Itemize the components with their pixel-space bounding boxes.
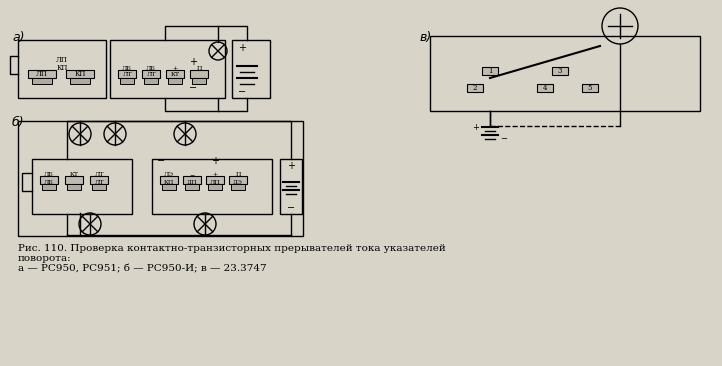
Text: 1: 1 (488, 67, 492, 75)
Bar (183, 176, 201, 184)
Bar (206, 176, 224, 184)
Bar (67, 184, 81, 190)
Bar (110, 40, 225, 98)
Bar (232, 40, 270, 98)
Bar (168, 78, 182, 84)
Bar (18, 40, 106, 98)
Text: −: − (189, 83, 197, 93)
Text: Рис. 110. Проверка контактно-транзисторных прерывателей тока указателей
поворота: Рис. 110. Проверка контактно-транзисторн… (18, 244, 445, 274)
Text: ЛП: ЛП (36, 70, 48, 78)
Bar (118, 70, 136, 78)
Text: КП: КП (56, 64, 68, 72)
Text: ЛТ: ЛТ (95, 172, 104, 178)
Text: ЛБ: ЛБ (146, 66, 156, 71)
Bar (185, 184, 199, 190)
Bar (90, 176, 108, 184)
Text: 3: 3 (558, 67, 562, 75)
Bar (231, 184, 245, 190)
Text: +: + (189, 57, 197, 67)
Bar (120, 78, 134, 84)
Text: ДП: ДП (187, 179, 197, 184)
Text: б): б) (12, 116, 25, 129)
Text: +: + (212, 172, 217, 178)
Text: −: − (500, 134, 508, 143)
Bar (92, 184, 106, 190)
Bar (229, 176, 247, 184)
Text: ЛТ: ЛТ (147, 72, 156, 78)
Bar (552, 67, 568, 75)
Bar (42, 184, 56, 190)
Bar (160, 176, 178, 184)
Bar (144, 78, 158, 84)
Bar (190, 70, 208, 78)
Bar (32, 78, 52, 84)
Text: ЛТ: ЛТ (122, 72, 131, 78)
Bar (152, 159, 272, 214)
Text: −: − (287, 203, 295, 213)
Text: +: + (211, 156, 219, 166)
Text: в): в) (420, 31, 432, 44)
Bar (482, 67, 498, 75)
Text: КТ: КТ (69, 172, 79, 178)
Bar (65, 176, 83, 184)
Text: +: + (238, 43, 246, 53)
Text: +: + (473, 123, 479, 131)
Text: ДЭ: ДЭ (233, 179, 243, 184)
Text: ЛП: ЛП (56, 56, 68, 64)
Text: 5: 5 (588, 84, 592, 92)
Text: КТ: КТ (170, 72, 180, 78)
Text: 2: 2 (473, 84, 477, 92)
Bar (66, 70, 94, 78)
Bar (166, 70, 184, 78)
Text: +: + (287, 161, 295, 171)
Bar (582, 84, 598, 92)
Text: КП: КП (164, 179, 174, 184)
Text: 4: 4 (543, 84, 547, 92)
Text: −: − (238, 87, 246, 97)
Text: ЛП: ЛП (209, 179, 220, 184)
Bar (142, 70, 160, 78)
Text: П: П (235, 172, 240, 178)
Bar (70, 78, 90, 84)
Text: −: − (189, 172, 195, 178)
Bar (18, 121, 303, 236)
Bar (162, 184, 176, 190)
Bar (467, 84, 483, 92)
Text: −: − (157, 156, 165, 166)
Bar (537, 84, 553, 92)
Text: КП: КП (74, 70, 86, 78)
Bar (192, 78, 206, 84)
Bar (208, 184, 222, 190)
Text: ЛБ: ЛБ (122, 66, 132, 71)
Text: +: + (173, 66, 178, 71)
Text: ЛБ: ЛБ (44, 172, 54, 178)
Text: П: П (196, 66, 201, 71)
Bar (28, 70, 56, 78)
Bar (32, 159, 132, 214)
Bar (40, 176, 58, 184)
Text: ЛБ: ЛБ (44, 179, 54, 184)
Text: a): a) (12, 31, 25, 44)
Text: ЛТ: ЛТ (95, 179, 104, 184)
Bar (280, 159, 302, 214)
Bar (430, 36, 700, 111)
Text: ЛЭ: ЛЭ (164, 172, 174, 178)
